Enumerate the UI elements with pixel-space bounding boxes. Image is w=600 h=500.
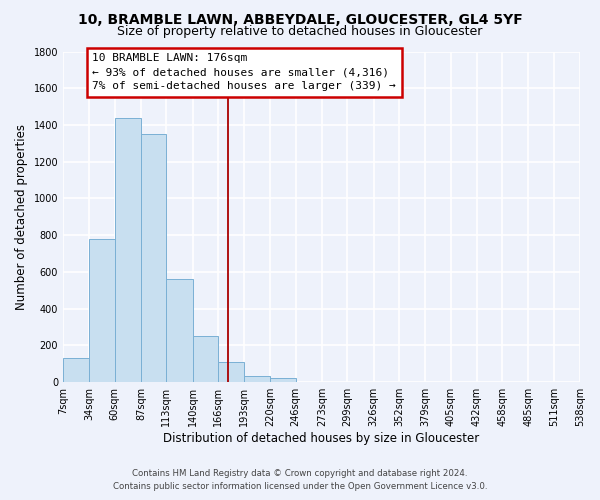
Bar <box>218 362 244 382</box>
Bar <box>271 378 296 382</box>
Bar <box>63 358 89 382</box>
Text: Contains HM Land Registry data © Crown copyright and database right 2024.
Contai: Contains HM Land Registry data © Crown c… <box>113 469 487 491</box>
Text: 10, BRAMBLE LAWN, ABBEYDALE, GLOUCESTER, GL4 5YF: 10, BRAMBLE LAWN, ABBEYDALE, GLOUCESTER,… <box>77 12 523 26</box>
X-axis label: Distribution of detached houses by size in Gloucester: Distribution of detached houses by size … <box>163 432 479 445</box>
Bar <box>115 118 141 382</box>
Text: Size of property relative to detached houses in Gloucester: Size of property relative to detached ho… <box>118 25 482 38</box>
Bar <box>89 239 115 382</box>
Bar <box>244 376 271 382</box>
Bar <box>193 336 218 382</box>
Bar <box>141 134 166 382</box>
Bar <box>166 280 193 382</box>
Text: 10 BRAMBLE LAWN: 176sqm
← 93% of detached houses are smaller (4,316)
7% of semi-: 10 BRAMBLE LAWN: 176sqm ← 93% of detache… <box>92 54 396 92</box>
Y-axis label: Number of detached properties: Number of detached properties <box>15 124 28 310</box>
